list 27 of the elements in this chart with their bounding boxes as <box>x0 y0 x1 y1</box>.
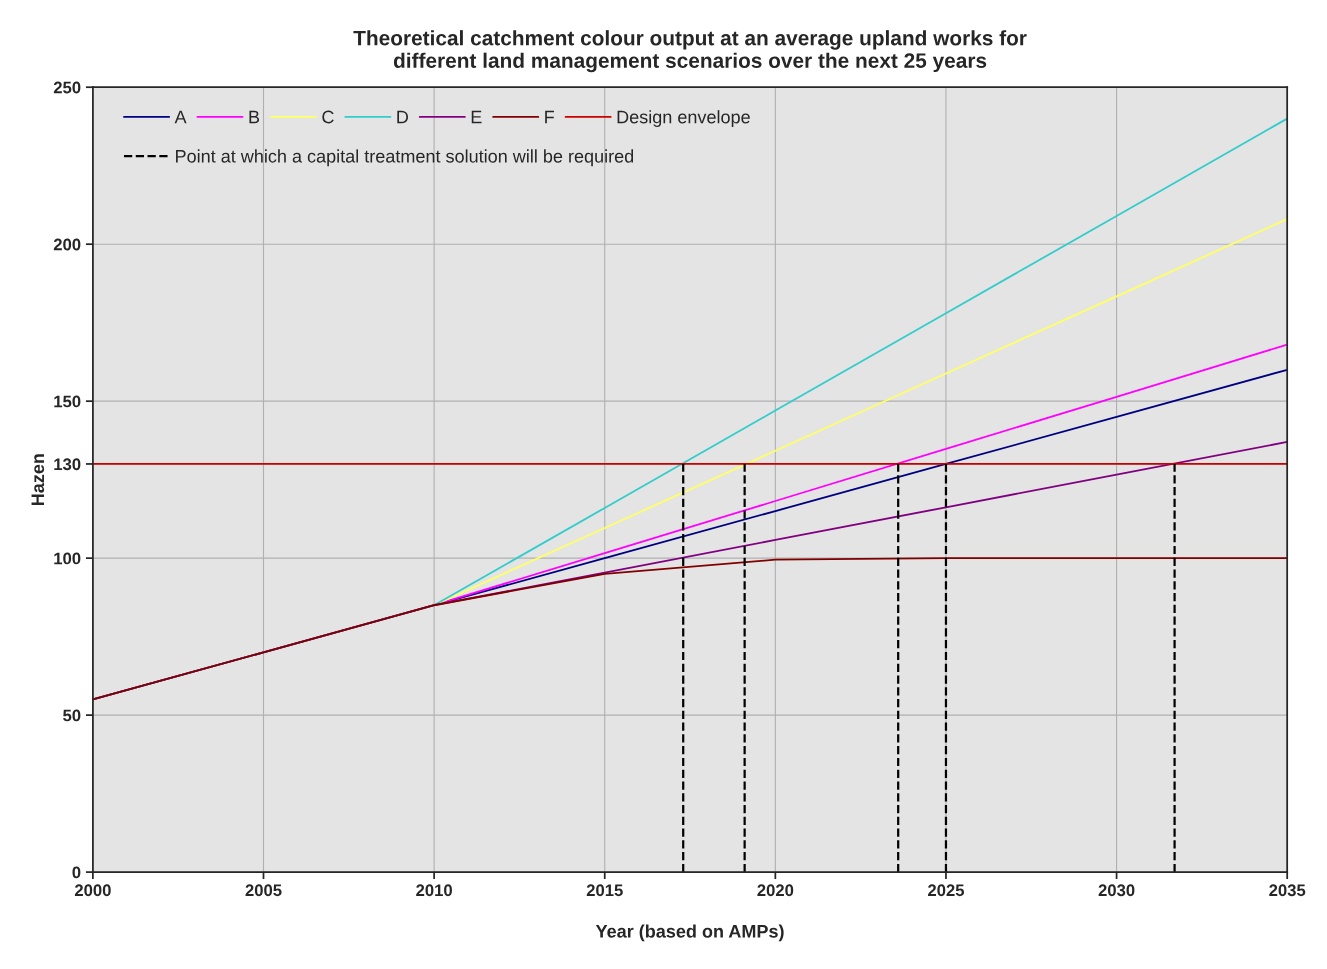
y-tick-label: 130 <box>54 458 81 471</box>
x-tick-label: 2025 <box>928 884 965 897</box>
y-tick-label: 50 <box>63 709 81 722</box>
legend-label: Design envelope <box>617 110 750 127</box>
y-tick-label: 0 <box>72 866 81 879</box>
legend-label: F <box>545 110 555 124</box>
y-axis-title: Hazen <box>31 454 45 506</box>
legend-label: D <box>397 110 409 124</box>
legend-label: A <box>174 110 187 124</box>
chart-title: Theoretical catchment colour output at an average upland works for different land management scenarios over the next 25 years <box>353 30 1027 73</box>
x-tick-label: 2035 <box>1269 884 1306 897</box>
x-tick-label: 2010 <box>416 884 452 897</box>
y-tick-label: 250 <box>53 81 81 94</box>
x-tick-label: 2000 <box>74 884 111 897</box>
legend-label: Point at which a capital treatment solution will be required <box>176 149 634 167</box>
y-tick-label: 200 <box>53 238 81 251</box>
y-tick-label: 150 <box>54 395 81 408</box>
legend-label: C <box>322 110 334 124</box>
x-tick-label: 2005 <box>245 884 282 897</box>
line-series <box>92 557 1288 701</box>
x-tick-label: 2030 <box>1098 884 1135 897</box>
x-tick-label: 2015 <box>586 884 623 897</box>
x-axis-title: Year (based on AMPs) <box>595 924 784 942</box>
x-tick-label: 2020 <box>757 884 794 897</box>
legend-label: B <box>249 110 260 124</box>
y-tick-label: 100 <box>54 552 81 565</box>
legend-label: E <box>471 110 482 124</box>
